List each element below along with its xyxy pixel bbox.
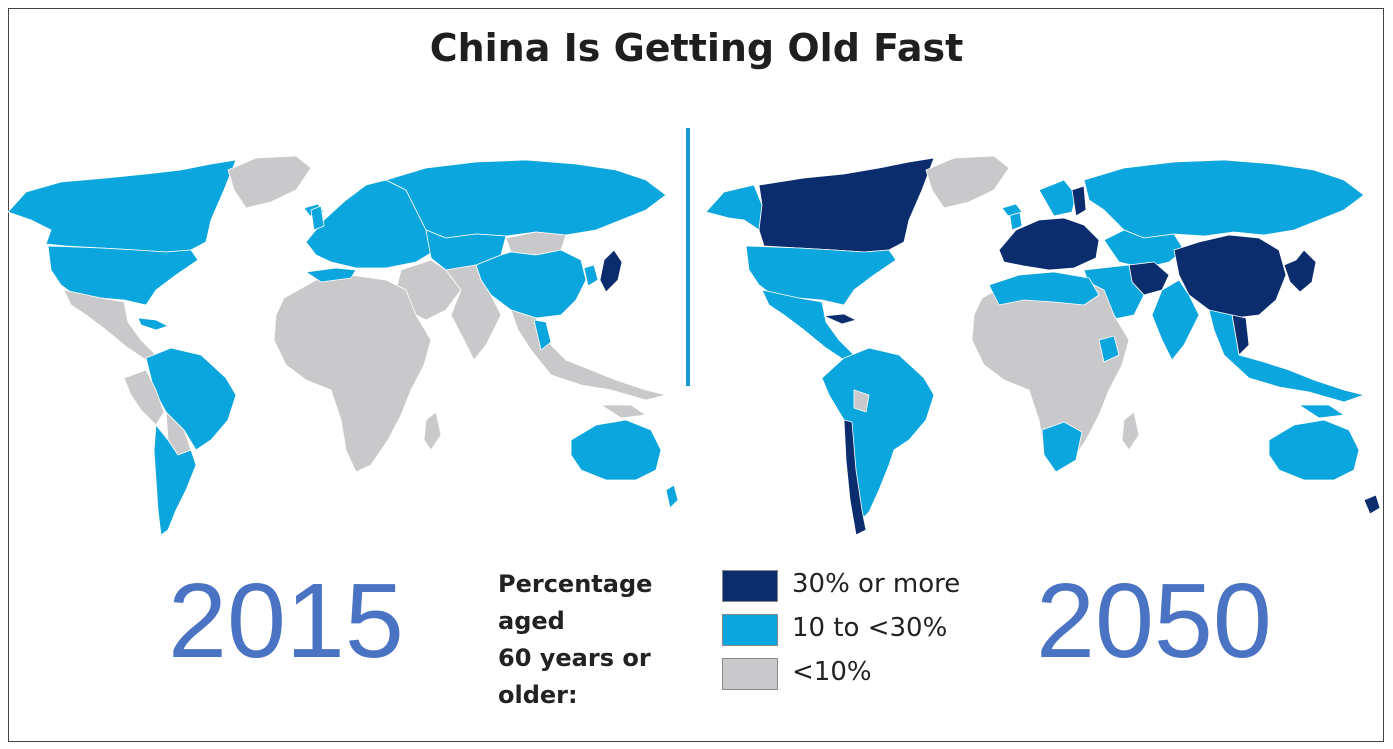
region-andes [123,369,165,426]
region-north-africa-coast [305,267,357,283]
page-title: China Is Getting Old Fast [429,26,964,70]
region-madagascar [423,411,442,451]
figure-frame [8,8,1384,742]
region-new-zealand [665,484,679,509]
region-usa [47,245,199,306]
map-divider [686,128,690,386]
region-southern-africa [1041,421,1083,473]
region-africa [273,274,432,473]
year-label-2050: 2050 [1036,562,1272,680]
region-new-guinea [600,404,647,419]
region-korea-japan [1283,249,1317,293]
legend-swatch-under-10 [722,658,778,690]
region-thailand [533,319,552,351]
region-east-africa-patch [1098,335,1120,363]
legend-label-under-10: <10% [792,657,872,687]
region-new-zealand [1363,494,1381,515]
region-scandinavia [1038,179,1077,217]
region-southeast-asia [510,309,667,401]
region-australia [1268,419,1360,481]
region-iceland [1001,203,1023,217]
region-russia [385,159,667,239]
region-north-africa [988,271,1100,306]
legend-swatch-30-plus [722,570,778,602]
region-russia [1083,159,1365,239]
region-japan [599,249,623,293]
region-south-america-north [145,347,237,451]
world-map-2050 [705,155,1381,536]
region-new-guinea [1298,404,1345,419]
legend-title: Percentage aged 60 years or older: [498,566,708,714]
region-madagascar [1121,411,1140,451]
region-caribbean [137,317,169,331]
region-bolivia [853,389,870,413]
region-uk [310,205,325,231]
region-usa [745,245,897,306]
region-cuba [823,313,857,325]
region-korea [583,264,599,287]
legend-label-30-plus: 30% or more [792,569,961,599]
legend-title-line2: 60 years or older: [498,644,651,709]
region-alaska [705,184,763,231]
year-label-2015: 2015 [168,562,404,680]
region-greenland [227,155,312,209]
legend-swatch-10-to-30 [722,614,778,646]
region-chile [843,419,867,536]
region-south-america [821,347,935,523]
region-south-asia [445,264,502,361]
region-europe-west [998,217,1100,271]
legend-label-10-to-30: 10 to <30% [792,613,948,643]
region-south-asia [1151,279,1200,361]
region-alaska-canada [7,159,237,253]
region-australia [570,419,662,481]
region-south-america-south [153,424,197,536]
region-finland [1071,185,1087,217]
region-southeast-asia [1208,309,1365,403]
region-canada [758,157,935,253]
region-greenland [925,155,1010,209]
region-china [475,249,587,319]
world-map-2015 [7,155,679,536]
legend-title-line1: Percentage aged [498,570,653,635]
